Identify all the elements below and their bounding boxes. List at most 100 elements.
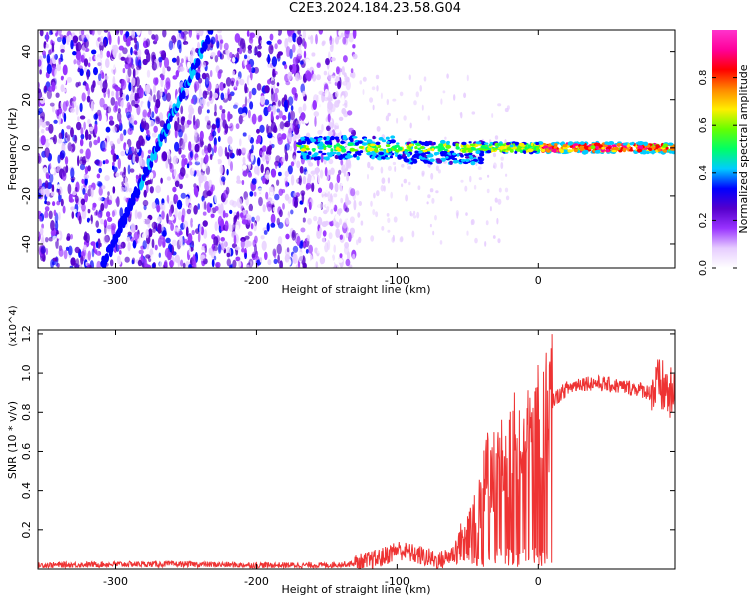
heatmap-cell <box>345 193 349 201</box>
heatmap-cell <box>183 238 188 244</box>
heatmap-cell <box>267 79 272 85</box>
heatmap-cell <box>128 82 132 92</box>
heatmap-cell <box>413 100 417 106</box>
heatmap-cell <box>225 186 230 195</box>
heatmap-cell <box>292 253 296 263</box>
heatmap-cell <box>213 137 217 147</box>
snr-panel: -300 -200 -100 0 0.2 0.4 0.6 0.8 1.0 1.2 Height … <box>6 305 676 596</box>
heatmap-cell <box>270 222 276 228</box>
heatmap-cell <box>202 163 206 172</box>
heatmap-cell <box>70 167 75 179</box>
heatmap-carrier-cell <box>616 143 622 147</box>
heatmap-cell <box>137 211 142 220</box>
heatmap-carrier-cell <box>622 147 627 153</box>
heatmap-carrier-cell <box>336 143 341 147</box>
heatmap-cell <box>180 259 184 267</box>
heatmap-cell <box>335 36 339 45</box>
heatmap-cell <box>38 88 41 94</box>
heatmap-cell <box>104 234 110 243</box>
heatmap-cell <box>229 144 234 150</box>
heatmap-cell <box>312 100 318 110</box>
heatmap-carrier-cell <box>427 148 431 151</box>
heatmap-cell <box>80 54 85 63</box>
heatmap-cell <box>469 175 472 183</box>
heatmap-cell <box>322 196 327 204</box>
heatmap-cell <box>98 196 103 202</box>
heatmap-carrier-cell <box>318 150 323 154</box>
heatmap-cell <box>375 74 380 80</box>
heatmap-cell <box>57 138 63 144</box>
heatmap-cell <box>282 115 287 121</box>
heatmap-carrier-cell <box>554 143 558 146</box>
heatmap-cell <box>337 81 341 90</box>
heatmap-cell <box>246 213 252 221</box>
heatmap-cell <box>370 200 373 207</box>
heatmap-cell <box>111 67 117 75</box>
heatmap-cell <box>99 97 105 108</box>
heatmap-cell <box>291 87 297 96</box>
heatmap-cell <box>344 242 349 249</box>
heatmap-cell <box>52 257 58 262</box>
heatmap-cell <box>314 116 317 127</box>
heatmap-cell <box>330 193 333 202</box>
heatmap-cell <box>81 92 86 102</box>
heatmap-cell <box>318 114 324 122</box>
heatmap-cell <box>124 256 130 263</box>
heatmap-cell <box>323 70 328 76</box>
heatmap-cell <box>324 166 328 177</box>
heatmap-carrier-cell <box>444 148 448 152</box>
spectrogram-x-axis: -300 -200 -100 0 <box>103 30 542 287</box>
heatmap-carrier-cell <box>595 145 599 150</box>
heatmap-cell <box>112 165 115 171</box>
heatmap-cell <box>394 166 397 172</box>
heatmap-cell <box>182 41 189 45</box>
heatmap-cell <box>169 260 174 268</box>
heatmap-carrier-cell <box>389 155 394 159</box>
heatmap-carrier-cell <box>408 143 414 147</box>
colorbar-tick-label: 0.8 <box>698 70 709 86</box>
heatmap-cell <box>343 215 348 223</box>
heatmap-streak-cell <box>199 52 204 60</box>
heatmap-cell <box>178 44 182 54</box>
heatmap-cell <box>191 255 197 265</box>
heatmap-cell <box>62 166 67 177</box>
heatmap-cell <box>112 186 116 194</box>
heatmap-cell <box>348 127 354 133</box>
heatmap-carrier-cell <box>347 143 353 147</box>
heatmap-carrier-cell <box>579 146 584 149</box>
heatmap-cell <box>210 213 215 218</box>
heatmap-cell <box>349 59 353 65</box>
heatmap-cell <box>129 168 135 173</box>
heatmap-cell <box>146 182 149 194</box>
heatmap-cell <box>104 225 107 235</box>
heatmap-cell <box>236 197 243 209</box>
heatmap-cell <box>251 165 255 175</box>
heatmap-cell <box>345 214 351 219</box>
heatmap-cell <box>95 220 99 228</box>
heatmap-cell <box>312 73 317 82</box>
heatmap-cell <box>487 174 490 178</box>
heatmap-carrier-cell <box>437 148 442 152</box>
heatmap-cell <box>107 191 110 197</box>
heatmap-cell <box>145 38 151 48</box>
heatmap-cell <box>287 72 293 81</box>
heatmap-cell <box>202 220 208 227</box>
heatmap-carrier-cell <box>469 155 474 160</box>
heatmap-cell <box>51 81 56 92</box>
heatmap-cell <box>228 222 234 232</box>
heatmap-cell <box>242 112 247 117</box>
heatmap-cell <box>215 33 219 43</box>
heatmap-cell <box>334 119 340 126</box>
heatmap-carrier-cell <box>340 155 345 158</box>
heatmap-cell <box>162 66 166 76</box>
heatmap-cell <box>74 63 78 72</box>
heatmap-cell <box>169 163 174 173</box>
heatmap-carrier-cell <box>326 152 330 156</box>
heatmap-cell <box>244 235 250 240</box>
heatmap-cell <box>81 85 87 93</box>
heatmap-cell <box>132 240 137 249</box>
heatmap-cell <box>199 224 202 235</box>
heatmap-cell <box>44 210 49 220</box>
heatmap-cell <box>284 193 290 201</box>
heatmap-cell <box>312 44 318 55</box>
